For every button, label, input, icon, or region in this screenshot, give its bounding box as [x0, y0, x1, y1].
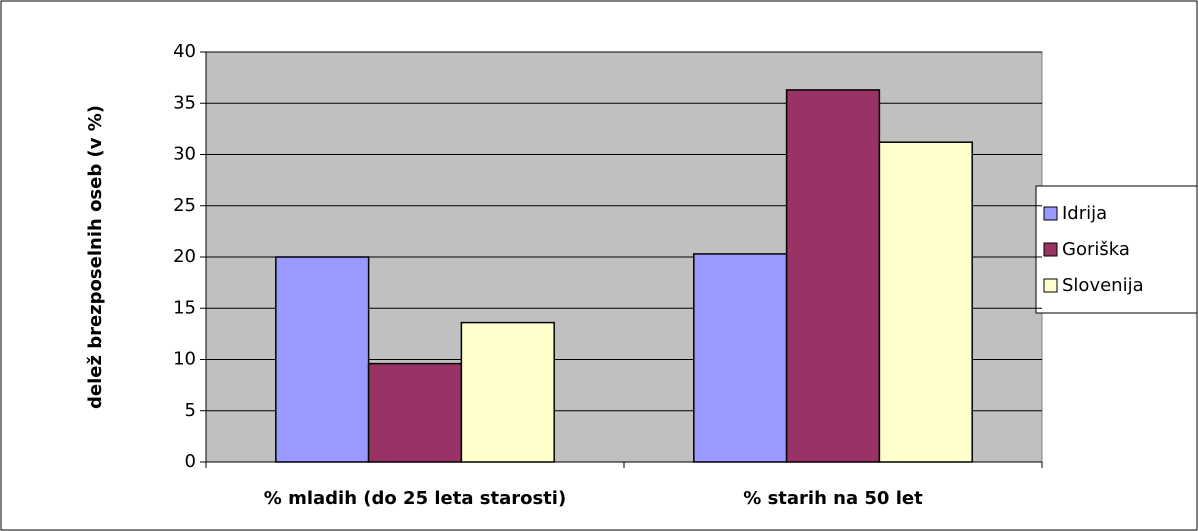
y-tick-label: 25 [173, 195, 196, 216]
x-tick-label: % starih na 50 let [743, 488, 923, 509]
bar [878, 141, 973, 463]
y-tick-label: 35 [173, 92, 196, 113]
legend [1035, 185, 1198, 314]
legend-label: Goriška [1062, 239, 1130, 260]
bar [460, 321, 555, 463]
y-tick-label: 5 [185, 400, 196, 421]
y-axis-title: delež brezposelnih oseb (v %) [85, 105, 106, 409]
bar [275, 256, 370, 463]
x-tick-label: % mladih (do 25 leta starosti) [264, 488, 566, 509]
bar [367, 362, 463, 463]
legend-swatch [1043, 242, 1058, 257]
legend-label: Idrija [1062, 203, 1107, 224]
y-tick-label: 30 [173, 144, 196, 165]
bar [693, 253, 788, 463]
y-tick-label: 20 [173, 246, 196, 267]
legend-swatch [1043, 206, 1058, 221]
y-tick-label: 40 [173, 41, 196, 62]
y-tick-label: 0 [185, 451, 196, 472]
legend-swatch [1043, 278, 1058, 293]
legend-label: Slovenija [1062, 275, 1144, 296]
y-tick-label: 10 [173, 349, 196, 370]
bar [785, 89, 881, 463]
y-tick-label: 15 [173, 297, 196, 318]
